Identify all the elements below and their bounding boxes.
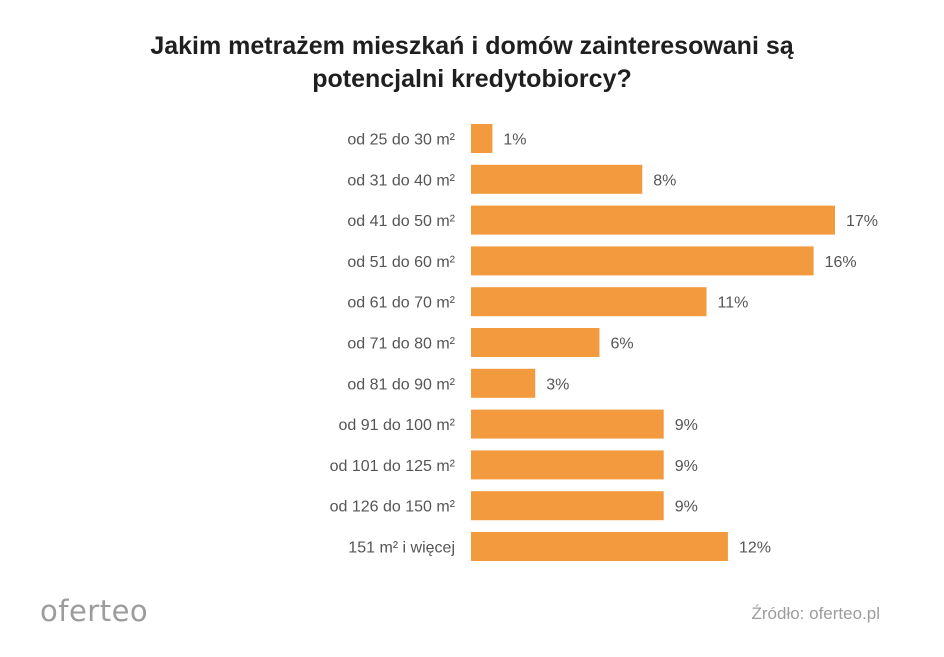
category-label: od 81 do 90 m² — [347, 376, 455, 393]
chart-title-line-2: potencjalni kredytobiorcy? — [312, 65, 632, 93]
category-label: od 126 do 150 m² — [330, 499, 456, 516]
oferteo-logo: oferteo — [40, 594, 149, 628]
value-label: 9% — [675, 458, 698, 475]
bar — [471, 164, 643, 194]
value-label: 1% — [503, 132, 526, 149]
value-label: 17% — [846, 213, 878, 230]
bar — [471, 491, 664, 521]
bar — [471, 287, 707, 317]
category-label: od 91 do 100 m² — [338, 417, 455, 434]
bar — [471, 409, 664, 439]
bar — [471, 328, 600, 357]
category-label: od 41 do 50 m² — [347, 213, 455, 230]
chart-title-line-1: Jakim metrażem mieszkań i domów zaintere… — [150, 32, 794, 60]
value-label: 9% — [675, 499, 698, 516]
category-label: od 101 do 125 m² — [330, 458, 456, 475]
value-label: 16% — [825, 254, 857, 271]
bar — [471, 124, 493, 153]
source-note: Źródło: oferteo.pl — [751, 604, 880, 623]
bar — [471, 205, 835, 235]
value-label: 6% — [610, 336, 633, 353]
bar — [471, 450, 664, 480]
chart-title: Jakim metrażem mieszkań i domów zaintere… — [0, 30, 944, 96]
category-label: od 51 do 60 m² — [347, 254, 455, 271]
category-label: 151 m² i więcej — [348, 540, 455, 557]
value-label: 12% — [739, 540, 771, 557]
category-label: od 61 do 70 m² — [347, 295, 455, 312]
category-label: od 25 do 30 m² — [347, 132, 455, 149]
bar — [471, 368, 536, 398]
category-label: od 31 do 40 m² — [347, 172, 455, 189]
bar — [471, 532, 728, 561]
value-label: 8% — [653, 172, 676, 189]
category-label: od 71 do 80 m² — [347, 336, 455, 353]
value-label: 3% — [546, 376, 569, 393]
bar — [471, 246, 814, 276]
value-label: 11% — [718, 295, 749, 312]
value-label: 9% — [675, 417, 698, 434]
